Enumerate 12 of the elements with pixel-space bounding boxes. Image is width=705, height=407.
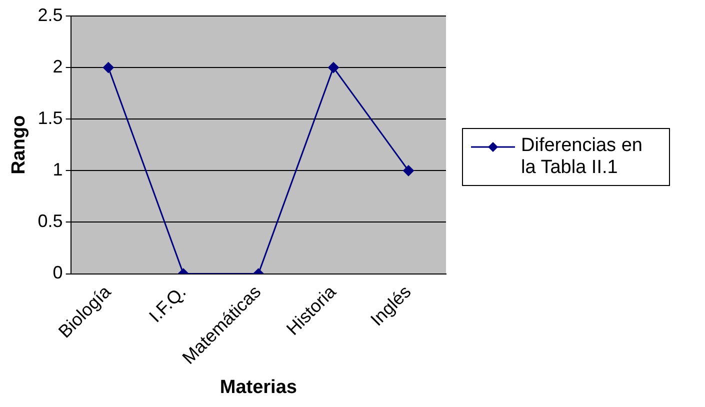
- y-tick-label: 0.5: [38, 211, 63, 232]
- y-axis-title: Rango: [8, 115, 30, 174]
- y-tick-label: 1: [52, 160, 63, 180]
- y-tick-label: 1.5: [38, 108, 63, 128]
- y-tick-label: 2: [52, 56, 63, 77]
- y-tick-label: 2.5: [38, 4, 63, 25]
- y-tick-label: 0: [52, 262, 63, 283]
- legend-label: Diferencias en la Tabla II.1: [521, 135, 644, 179]
- point: [328, 62, 339, 74]
- x-axis-title: Materias: [220, 376, 297, 398]
- point: [402, 165, 414, 176]
- point: [102, 62, 114, 74]
